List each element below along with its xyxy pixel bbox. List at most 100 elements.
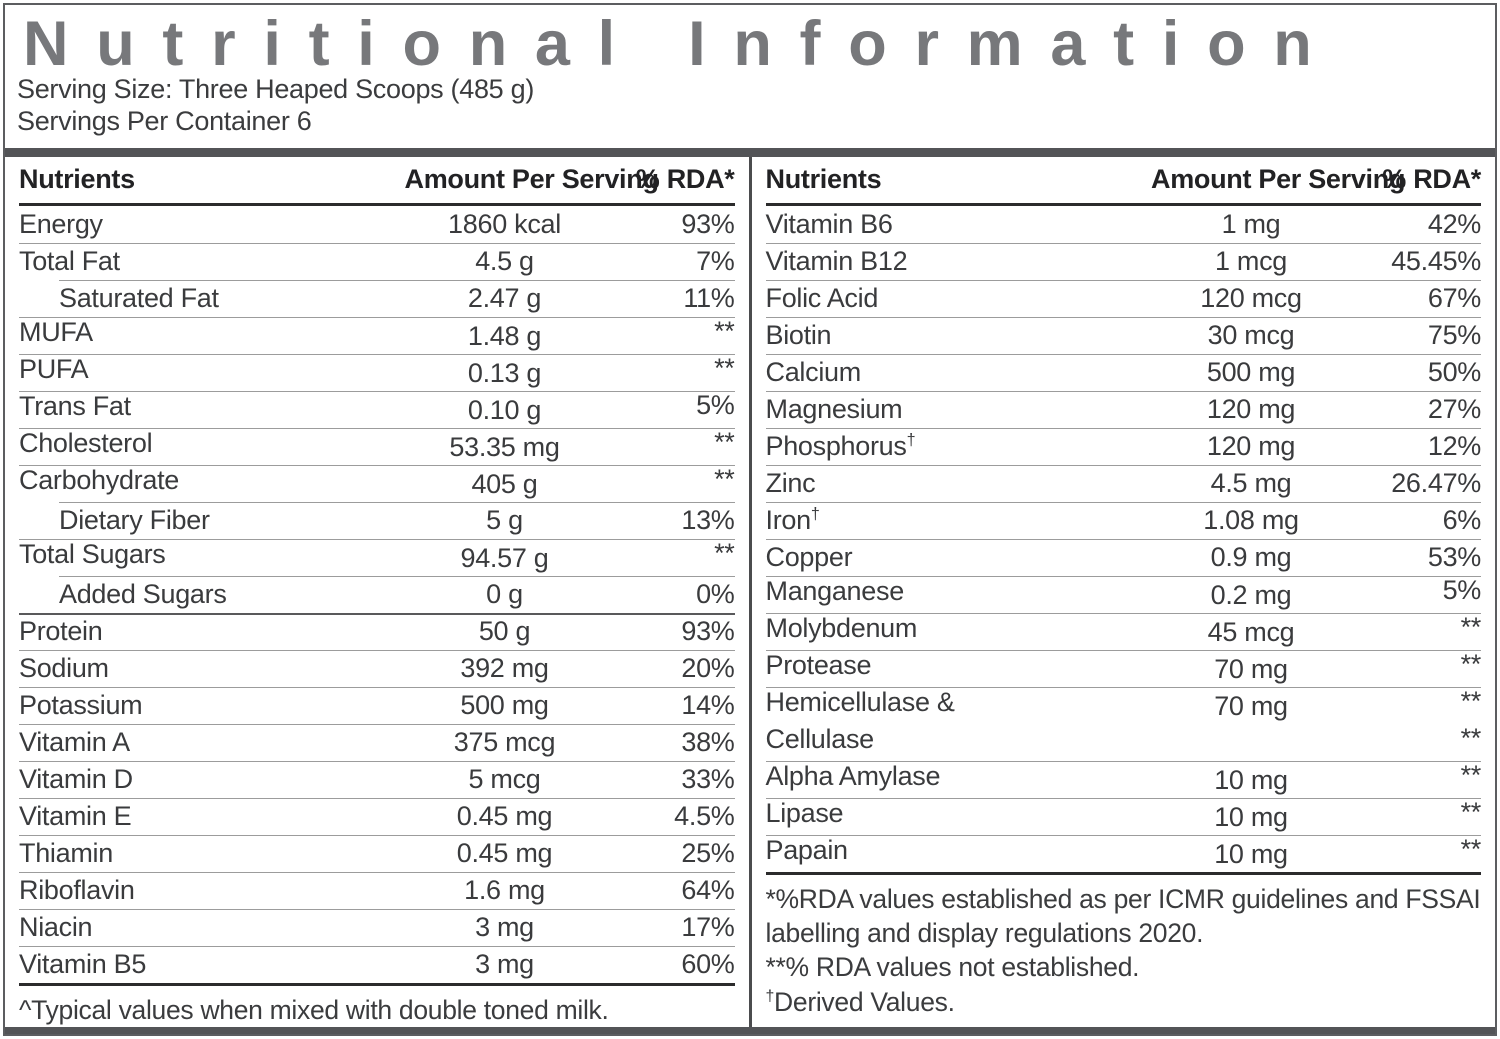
- nutrient-name: Sodium: [19, 652, 109, 683]
- nutrient-name: Vitamin B6: [765, 208, 893, 239]
- nutrient-name: Vitamin B12: [765, 245, 908, 276]
- rda-value: 25%: [681, 837, 735, 868]
- table-row: Energy 1860 kcal 93%: [19, 206, 735, 243]
- table-row: Saturated Fat 2.47 g 11%: [19, 279, 735, 317]
- table-row: Vitamin E 0.45 mg 4.5%: [19, 797, 735, 835]
- rda-value: 64%: [681, 874, 735, 905]
- col-header-amount: Amount Per Serving: [404, 164, 659, 195]
- right-nutrients-table: Nutrients Amount Per Serving % RDA* Vita…: [752, 157, 1496, 1027]
- rda-value: 33%: [681, 763, 735, 794]
- table-row: Vitamin D 5 mcg 33%: [19, 760, 735, 798]
- footnote-line: **% RDA values not established.: [765, 952, 1140, 983]
- rda-value: 38%: [681, 726, 735, 757]
- table-row: Protein 50 g 93%: [19, 612, 735, 650]
- rda-value: 6%: [1442, 504, 1482, 535]
- table-row: Zinc 4.5 mg 26.47%: [765, 464, 1481, 502]
- amount-value: 0.9 mg: [1210, 541, 1292, 572]
- table-row: Sodium 392 mg 20%: [19, 649, 735, 687]
- footnote-line: *%RDA values established as per ICMR gui…: [765, 883, 1481, 948]
- col-header-rda: % RDA*: [1382, 164, 1481, 195]
- table-row: Thiamin 0.45 mg 25%: [19, 834, 735, 872]
- amount-value: 5 g: [486, 504, 523, 535]
- amount-value: 500 mg: [1206, 356, 1296, 387]
- rda-value: **: [1460, 722, 1482, 753]
- nutrient-name: Added Sugars: [59, 578, 227, 609]
- amount-value: 4.5 g: [475, 245, 534, 276]
- serving-size-line: Serving Size: Three Heaped Scoops (485 g…: [17, 73, 535, 104]
- col-header-nutrients: Nutrients: [765, 164, 882, 195]
- rda-value: 60%: [681, 948, 735, 979]
- table-row: Vitamin B5 3 mg 60%: [19, 945, 735, 983]
- nutrient-name: Saturated Fat: [59, 282, 219, 313]
- table-row: Manganese 0.2 mg 5%: [765, 575, 1481, 613]
- amount-value: 1 mcg: [1214, 245, 1288, 276]
- nutrition-tables: Nutrients Amount Per Serving % RDA* Ener…: [5, 147, 1496, 1034]
- table-row: Vitamin B6 1 mg 42%: [766, 206, 1482, 243]
- table-row: Molybdenum 45 mcg **: [765, 611, 1482, 650]
- center-divider: [748, 156, 752, 1027]
- rda-value: 13%: [681, 504, 735, 535]
- table-row: Hemicellulase & 70 mg ** Cellulase **: [765, 686, 1482, 761]
- amount-value: 405 g: [471, 468, 538, 499]
- left-nutrients-table: Nutrients Amount Per Serving % RDA* Ener…: [5, 157, 749, 1027]
- table-header: Nutrients Amount Per Serving % RDA*: [765, 157, 1481, 206]
- amount-value: 0.45 mg: [456, 837, 553, 868]
- amount-value: 10 mg: [1214, 764, 1288, 795]
- nutrient-name: Vitamin E: [19, 800, 132, 831]
- dagger-mark: †: [765, 988, 775, 1006]
- table-row: MUFA 1.48 g **: [19, 315, 735, 354]
- servings-per-container-line: Servings Per Container 6: [17, 106, 312, 137]
- page-title: Nutritional Information: [23, 13, 1340, 69]
- rda-value: 27%: [1427, 393, 1481, 424]
- rda-value: 7%: [696, 245, 735, 276]
- amount-value: 120 mg: [1206, 393, 1296, 424]
- nutrient-name: Carbohydrate: [19, 464, 179, 495]
- col-header-amount: Amount Per Serving: [1151, 164, 1406, 195]
- rda-value: **: [1460, 648, 1482, 679]
- nutrient-name: Protease: [765, 649, 872, 680]
- rda-value: 0%: [696, 578, 735, 609]
- table-row: Alpha Amylase 10 mg **: [765, 760, 1481, 798]
- table-row: Trans Fat 0.10 g 5%: [19, 389, 735, 428]
- table-row: Copper 0.9 mg 53%: [765, 538, 1481, 576]
- amount-value: 0.13 g: [467, 357, 542, 388]
- rda-value: 4.5%: [674, 800, 735, 831]
- nutrient-name: Papain: [765, 834, 849, 865]
- nutrient-name: Energy: [19, 208, 103, 239]
- top-rule-bar: [5, 147, 1495, 157]
- amount-value: 70 mg: [1214, 690, 1288, 721]
- table-row: Total Fat 4.5 g 7%: [19, 242, 735, 280]
- table-row: Folic Acid 120 mcg 67%: [765, 279, 1481, 317]
- rda-value: 17%: [681, 911, 735, 942]
- rda-value: 11%: [683, 282, 735, 313]
- nutrient-name: Hemicellulase &: [765, 686, 955, 717]
- rda-value: 12%: [1427, 430, 1481, 461]
- amount-value: 1860 kcal: [448, 208, 561, 239]
- nutrient-name: Cellulase: [765, 723, 875, 754]
- amount-value: 5 mcg: [468, 763, 541, 794]
- rda-value: 5%: [696, 389, 735, 420]
- rda-value: 67%: [1427, 282, 1481, 313]
- nutrient-name: Lipase: [765, 797, 844, 828]
- amount-value: 30 mcg: [1207, 319, 1295, 350]
- rda-value: **: [1460, 611, 1482, 642]
- rda-value: **: [714, 426, 735, 457]
- table-row: Total Sugars 94.57 g **: [19, 538, 735, 576]
- rda-value: **: [714, 315, 735, 346]
- amount-value: 0 g: [486, 578, 523, 609]
- nutrient-name: Biotin: [765, 319, 832, 350]
- nutrient-name: Trans Fat: [19, 390, 131, 421]
- nutrition-label: Nutritional Information Serving Size: Th…: [3, 3, 1497, 1036]
- table-row: Papain 10 mg **: [765, 834, 1481, 872]
- amount-value: 45 mcg: [1207, 616, 1295, 647]
- rda-value: 75%: [1427, 319, 1481, 350]
- rda-value: 45.45%: [1391, 245, 1481, 276]
- footnote-line: †Derived Values.: [765, 986, 955, 1017]
- nutrient-name: Alpha Amylase: [765, 760, 941, 791]
- rda-value: 20%: [681, 652, 735, 683]
- nutrient-name: Protein: [19, 615, 103, 646]
- amount-value: 0.45 mg: [456, 800, 553, 831]
- rda-value: 26.47%: [1391, 467, 1481, 498]
- col-header-rda: % RDA*: [635, 164, 735, 195]
- table-row: Magnesium 120 mg 27%: [765, 390, 1481, 428]
